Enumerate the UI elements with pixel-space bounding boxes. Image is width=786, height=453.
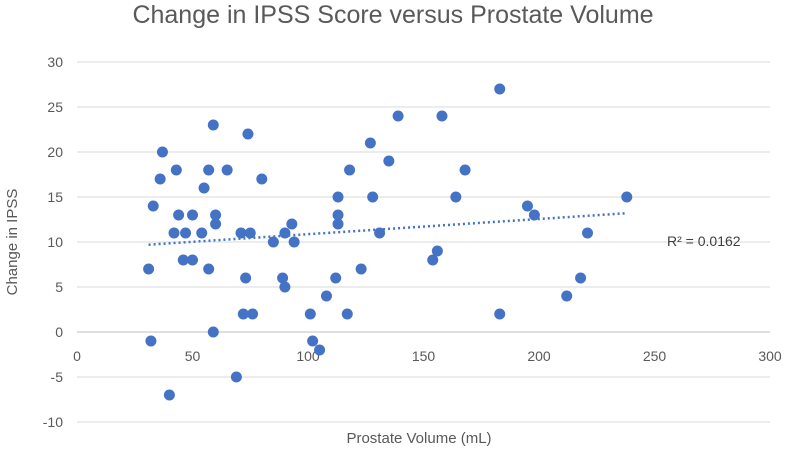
data-point [367,191,379,203]
y-tick-label: -10 [43,414,63,430]
data-point [521,200,533,212]
data-point [344,164,356,176]
x-tick-label: 50 [185,348,201,364]
y-tick-label: 0 [55,324,63,340]
data-point [187,209,198,221]
data-point [207,326,219,338]
y-tick-label: 20 [47,144,63,160]
data-point [528,209,540,221]
data-point [235,227,247,239]
y-tick-label: 30 [47,54,63,70]
gridlines [77,61,770,423]
y-axis-label: Change in IPSS [4,189,21,296]
data-point [494,308,506,320]
data-point [198,182,210,194]
data-point [170,164,182,176]
data-point [355,263,367,275]
data-point [154,173,166,185]
data-point [168,227,180,239]
x-tick-label: 100 [296,348,320,364]
x-tick-label: 0 [73,348,81,364]
x-tick-label: 150 [412,348,436,364]
data-point [332,218,344,230]
data-point [383,155,395,167]
data-point [221,164,233,176]
data-point [286,218,298,230]
data-point [156,146,168,158]
data-point [332,209,344,221]
data-point [332,191,344,203]
data-point [459,164,471,176]
data-point [163,389,175,401]
y-tick-label: -5 [51,369,64,385]
data-point [279,227,291,239]
data-point [207,119,219,131]
data-point [582,227,594,239]
data-point [230,371,242,383]
data-point [279,281,291,293]
x-tick-label: 200 [527,348,551,364]
data-point [575,272,587,284]
data-point [341,308,353,320]
y-tick-label: 10 [47,234,63,250]
trendline [148,211,627,246]
chart-title: Change in IPSS Score versus Prostate Vol… [132,1,653,29]
x-tick-label: 300 [758,348,782,364]
trendline-layer [148,211,627,246]
data-point [314,344,326,356]
data-point [320,290,332,302]
data-point [237,308,249,320]
data-point [173,209,185,221]
data-point [288,236,300,248]
y-tick-label: 15 [47,189,63,205]
data-point [143,263,155,275]
data-point [436,110,448,122]
data-point [210,209,222,221]
x-axis-ticks: 0 50 100 150 200 250 300 [73,348,782,364]
r-squared-label: R² = 0.0162 [667,233,741,249]
data-point [561,290,573,302]
y-tick-label: 5 [55,279,63,295]
data-point [242,128,254,140]
data-point [364,137,376,149]
data-point [247,308,259,320]
data-point [240,272,252,284]
data-point [210,218,222,230]
data-point [304,308,316,320]
data-point [256,173,268,185]
data-point [307,335,319,347]
data-point [621,191,633,203]
data-point [203,263,215,275]
data-point [203,164,215,176]
data-point [180,227,192,239]
data-point [196,227,208,239]
data-point [277,272,289,284]
data-point [494,83,506,95]
data-point [374,227,386,239]
data-point [267,236,279,248]
x-tick-label: 250 [643,348,667,364]
data-point [431,245,443,257]
data-point [427,254,439,266]
data-point [244,227,256,239]
data-point [147,200,159,212]
data-point [145,335,157,347]
data-point [330,272,342,284]
x-axis-label: Prostate Volume (mL) [346,430,491,447]
data-point [450,191,462,203]
y-tick-label: 25 [47,99,63,115]
data-point [392,110,404,122]
data-point [187,254,198,266]
data-points [143,83,633,401]
data-point [177,254,189,266]
y-axis-ticks: -10 -5 0 5 10 15 20 25 30 [43,54,63,430]
